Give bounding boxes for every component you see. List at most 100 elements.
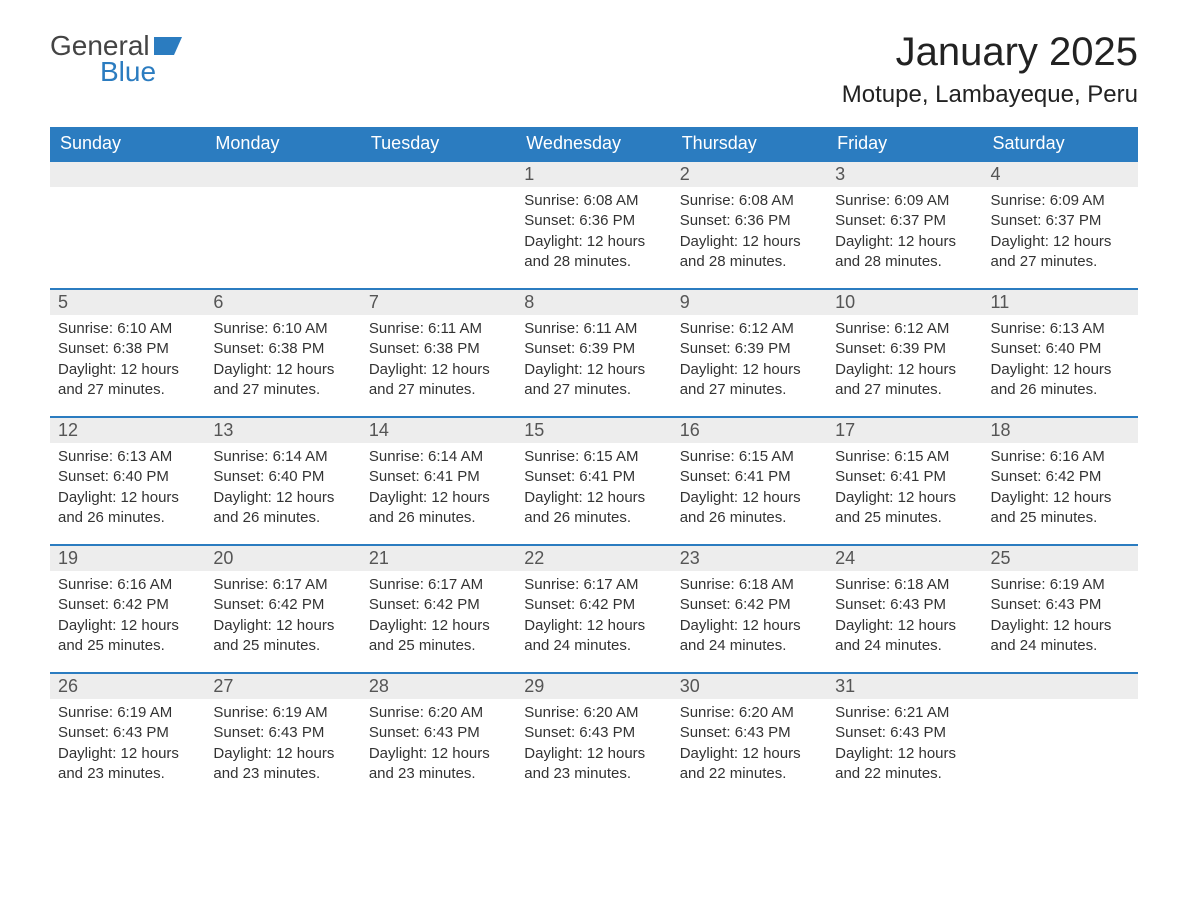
day-details: Sunrise: 6:10 AMSunset: 6:38 PMDaylight:… <box>50 315 205 406</box>
sunrise-line: Sunrise: 6:17 AM <box>213 575 352 595</box>
calendar-cell: 24Sunrise: 6:18 AMSunset: 6:43 PMDayligh… <box>827 545 982 673</box>
daylight-line: Daylight: 12 hours and 26 minutes. <box>524 488 663 529</box>
daylight-line: Daylight: 12 hours and 25 minutes. <box>58 616 197 657</box>
sunrise-line: Sunrise: 6:20 AM <box>524 703 663 723</box>
calendar-cell: 9 Sunrise: 6:12 AMSunset: 6:39 PMDaylight… <box>672 289 827 417</box>
day-number: 21 <box>361 546 516 571</box>
sunrise-line: Sunrise: 6:18 AM <box>835 575 974 595</box>
daylight-line: Daylight: 12 hours and 25 minutes. <box>835 488 974 529</box>
day-number: 9 <box>672 290 827 315</box>
day-details: Sunrise: 6:15 AMSunset: 6:41 PMDaylight:… <box>516 443 671 534</box>
sunrise-line: Sunrise: 6:12 AM <box>835 319 974 339</box>
location: Motupe, Lambayeque, Peru <box>842 81 1138 109</box>
day-details: Sunrise: 6:17 AMSunset: 6:42 PMDaylight:… <box>361 571 516 662</box>
calendar-week: 12Sunrise: 6:13 AMSunset: 6:40 PMDayligh… <box>50 417 1138 545</box>
flag-icon <box>154 37 182 55</box>
calendar-cell: 5Sunrise: 6:10 AMSunset: 6:38 PMDaylight… <box>50 289 205 417</box>
calendar-cell: 10Sunrise: 6:12 AMSunset: 6:39 PMDayligh… <box>827 289 982 417</box>
day-number: 24 <box>827 546 982 571</box>
day-details: Sunrise: 6:13 AMSunset: 6:40 PMDaylight:… <box>983 315 1138 406</box>
daylight-line: Daylight: 12 hours and 27 minutes. <box>680 360 819 401</box>
sunset-line: Sunset: 6:43 PM <box>524 723 663 743</box>
day-number: 15 <box>516 418 671 443</box>
day-details: Sunrise: 6:11 AMSunset: 6:38 PMDaylight:… <box>361 315 516 406</box>
day-number: 11 <box>983 290 1138 315</box>
sunrise-line: Sunrise: 6:19 AM <box>213 703 352 723</box>
daylight-line: Daylight: 12 hours and 23 minutes. <box>213 744 352 785</box>
sunrise-line: Sunrise: 6:08 AM <box>524 191 663 211</box>
calendar-cell <box>361 161 516 289</box>
calendar-cell: 6Sunrise: 6:10 AMSunset: 6:38 PMDaylight… <box>205 289 360 417</box>
daylight-line: Daylight: 12 hours and 25 minutes. <box>369 616 508 657</box>
calendar-cell: 3Sunrise: 6:09 AMSunset: 6:37 PMDaylight… <box>827 161 982 289</box>
sunrise-line: Sunrise: 6:09 AM <box>835 191 974 211</box>
sunset-line: Sunset: 6:42 PM <box>991 467 1130 487</box>
daylight-line: Daylight: 12 hours and 25 minutes. <box>213 616 352 657</box>
day-number: 13 <box>205 418 360 443</box>
calendar-table: SundayMondayTuesdayWednesdayThursdayFrid… <box>50 127 1138 801</box>
calendar-cell: 11Sunrise: 6:13 AMSunset: 6:40 PMDayligh… <box>983 289 1138 417</box>
daylight-line: Daylight: 12 hours and 27 minutes. <box>835 360 974 401</box>
day-number: 23 <box>672 546 827 571</box>
sunrise-line: Sunrise: 6:20 AM <box>680 703 819 723</box>
daylight-line: Daylight: 12 hours and 27 minutes. <box>524 360 663 401</box>
day-details: Sunrise: 6:20 AMSunset: 6:43 PMDaylight:… <box>672 699 827 790</box>
day-details: Sunrise: 6:13 AMSunset: 6:40 PMDaylight:… <box>50 443 205 534</box>
header: General Blue January 2025 Motupe, Lambay… <box>50 30 1138 109</box>
daylight-line: Daylight: 12 hours and 26 minutes. <box>991 360 1130 401</box>
day-number <box>205 162 360 187</box>
daylight-line: Daylight: 12 hours and 23 minutes. <box>369 744 508 785</box>
daylight-line: Daylight: 12 hours and 28 minutes. <box>680 232 819 273</box>
sunrise-line: Sunrise: 6:12 AM <box>680 319 819 339</box>
daylight-line: Daylight: 12 hours and 27 minutes. <box>58 360 197 401</box>
sunset-line: Sunset: 6:39 PM <box>680 339 819 359</box>
day-details: Sunrise: 6:17 AMSunset: 6:42 PMDaylight:… <box>205 571 360 662</box>
day-details <box>361 187 516 197</box>
calendar-cell: 2Sunrise: 6:08 AMSunset: 6:36 PMDaylight… <box>672 161 827 289</box>
calendar-cell: 23Sunrise: 6:18 AMSunset: 6:42 PMDayligh… <box>672 545 827 673</box>
day-details: Sunrise: 6:14 AMSunset: 6:40 PMDaylight:… <box>205 443 360 534</box>
day-details: Sunrise: 6:12 AMSunset: 6:39 PMDaylight:… <box>827 315 982 406</box>
sunset-line: Sunset: 6:43 PM <box>213 723 352 743</box>
day-number: 14 <box>361 418 516 443</box>
sunrise-line: Sunrise: 6:13 AM <box>991 319 1130 339</box>
day-header: Wednesday <box>516 127 671 161</box>
sunset-line: Sunset: 6:43 PM <box>991 595 1130 615</box>
day-details: Sunrise: 6:16 AMSunset: 6:42 PMDaylight:… <box>50 571 205 662</box>
day-number <box>361 162 516 187</box>
day-details: Sunrise: 6:19 AMSunset: 6:43 PMDaylight:… <box>205 699 360 790</box>
day-details: Sunrise: 6:21 AMSunset: 6:43 PMDaylight:… <box>827 699 982 790</box>
calendar-cell: 17Sunrise: 6:15 AMSunset: 6:41 PMDayligh… <box>827 417 982 545</box>
day-details: Sunrise: 6:08 AMSunset: 6:36 PMDaylight:… <box>516 187 671 278</box>
daylight-line: Daylight: 12 hours and 26 minutes. <box>369 488 508 529</box>
sunrise-line: Sunrise: 6:15 AM <box>680 447 819 467</box>
calendar-week: 19Sunrise: 6:16 AMSunset: 6:42 PMDayligh… <box>50 545 1138 673</box>
calendar-week: 1Sunrise: 6:08 AMSunset: 6:36 PMDaylight… <box>50 161 1138 289</box>
sunrise-line: Sunrise: 6:10 AM <box>213 319 352 339</box>
sunset-line: Sunset: 6:42 PM <box>369 595 508 615</box>
sunset-line: Sunset: 6:36 PM <box>680 211 819 231</box>
day-number: 4 <box>983 162 1138 187</box>
calendar-cell: 31Sunrise: 6:21 AMSunset: 6:43 PMDayligh… <box>827 673 982 801</box>
daylight-line: Daylight: 12 hours and 23 minutes. <box>524 744 663 785</box>
day-number: 22 <box>516 546 671 571</box>
sunrise-line: Sunrise: 6:18 AM <box>680 575 819 595</box>
calendar-cell: 26Sunrise: 6:19 AMSunset: 6:43 PMDayligh… <box>50 673 205 801</box>
page-title: January 2025 <box>842 30 1138 75</box>
day-number <box>983 674 1138 699</box>
sunset-line: Sunset: 6:42 PM <box>58 595 197 615</box>
sunrise-line: Sunrise: 6:15 AM <box>524 447 663 467</box>
calendar-week: 5Sunrise: 6:10 AMSunset: 6:38 PMDaylight… <box>50 289 1138 417</box>
sunrise-line: Sunrise: 6:11 AM <box>524 319 663 339</box>
calendar-cell: 16Sunrise: 6:15 AMSunset: 6:41 PMDayligh… <box>672 417 827 545</box>
day-number: 7 <box>361 290 516 315</box>
calendar-cell: 15Sunrise: 6:15 AMSunset: 6:41 PMDayligh… <box>516 417 671 545</box>
day-number: 25 <box>983 546 1138 571</box>
calendar-cell <box>983 673 1138 801</box>
day-number: 28 <box>361 674 516 699</box>
daylight-line: Daylight: 12 hours and 24 minutes. <box>991 616 1130 657</box>
calendar-cell: 8Sunrise: 6:11 AMSunset: 6:39 PMDaylight… <box>516 289 671 417</box>
day-details: Sunrise: 6:18 AMSunset: 6:42 PMDaylight:… <box>672 571 827 662</box>
calendar-head: SundayMondayTuesdayWednesdayThursdayFrid… <box>50 127 1138 161</box>
calendar-cell: 25Sunrise: 6:19 AMSunset: 6:43 PMDayligh… <box>983 545 1138 673</box>
